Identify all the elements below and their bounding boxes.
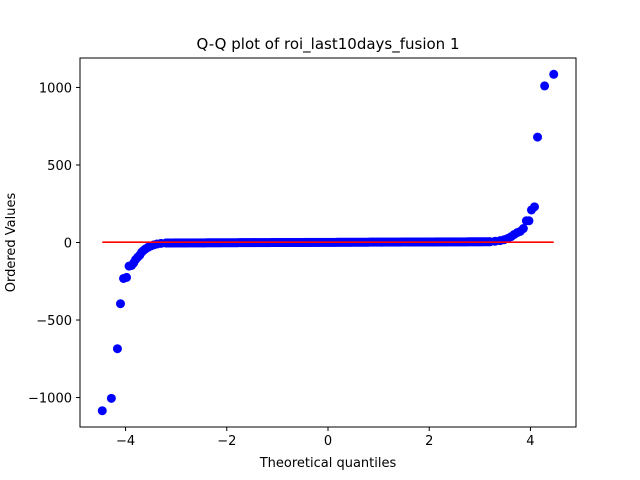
data-point (122, 272, 132, 282)
x-tick-label: −2 (217, 434, 236, 449)
y-axis-label: Ordered Values (4, 193, 19, 293)
x-tick-label: 4 (526, 434, 534, 449)
y-tick-label: 0 (64, 237, 72, 252)
data-points (97, 69, 559, 416)
y-tick-label: 500 (47, 159, 72, 174)
data-point (518, 224, 528, 234)
x-axis: −4 −2 0 2 4 (116, 427, 535, 449)
data-point (549, 69, 559, 79)
data-point (524, 216, 534, 226)
data-point (115, 299, 125, 309)
y-tick-label: −1000 (28, 392, 72, 407)
data-point (540, 81, 550, 91)
data-point (533, 132, 543, 142)
data-point (97, 406, 107, 416)
data-point (106, 393, 116, 403)
data-point (112, 344, 122, 354)
chart-title: Q-Q plot of roi_last10days_fusion 1 (197, 35, 460, 54)
x-axis-label: Theoretical quantiles (259, 456, 397, 471)
x-tick-label: −4 (116, 434, 135, 449)
y-tick-label: −500 (36, 314, 72, 329)
plot-area (97, 69, 559, 416)
data-point (529, 202, 539, 212)
y-tick-label: 1000 (39, 81, 72, 96)
y-axis: −1000 −500 0 500 1000 (28, 81, 80, 407)
x-tick-label: 2 (425, 434, 433, 449)
x-tick-label: 0 (324, 434, 332, 449)
